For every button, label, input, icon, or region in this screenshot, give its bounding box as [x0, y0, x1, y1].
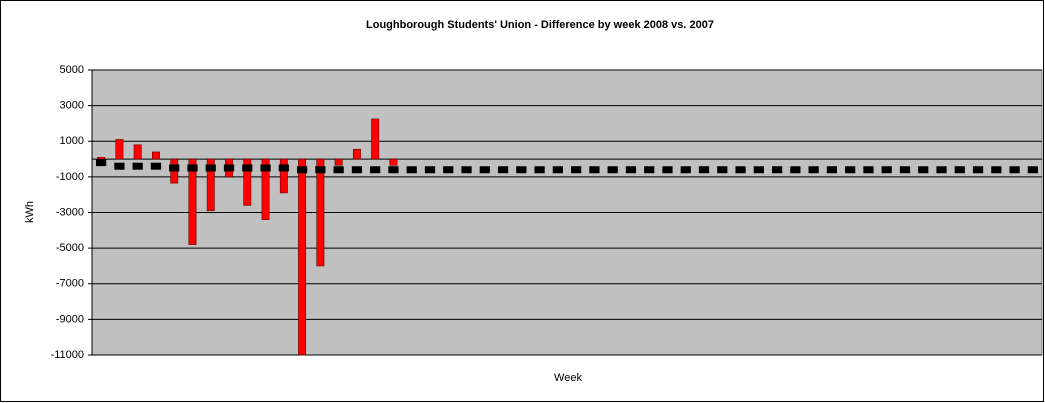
line-marker	[662, 166, 673, 174]
line-marker	[954, 166, 965, 174]
line-marker	[991, 166, 1002, 174]
line-marker	[863, 166, 874, 174]
line-marker	[735, 166, 746, 174]
line-marker	[114, 162, 125, 170]
y-tick-label: -3000	[56, 206, 84, 218]
y-tick-label: 1000	[60, 135, 84, 147]
line-marker	[644, 166, 655, 174]
line-marker	[881, 166, 892, 174]
bar	[389, 158, 398, 166]
line-marker	[516, 166, 527, 174]
x-axis-label: Week	[554, 372, 582, 384]
bar	[371, 118, 380, 160]
bar	[206, 158, 215, 212]
bar	[352, 148, 361, 160]
line-marker	[205, 164, 216, 172]
line-marker	[351, 166, 363, 174]
y-tick-label: 3000	[60, 100, 84, 112]
bar	[298, 158, 307, 356]
line-marker	[497, 166, 509, 174]
line-marker	[918, 166, 929, 174]
line-marker	[479, 166, 490, 174]
line-marker	[790, 166, 801, 174]
line-marker	[552, 166, 563, 174]
line-marker	[771, 166, 783, 174]
line-marker	[150, 162, 162, 170]
bar	[243, 158, 252, 206]
line-marker	[899, 166, 911, 174]
line-marker	[278, 164, 289, 172]
y-tick-label: -11000	[51, 349, 84, 361]
line-marker	[187, 164, 198, 172]
line-marker	[370, 166, 381, 174]
line-marker	[96, 159, 107, 167]
line-marker	[242, 164, 253, 172]
line-marker	[406, 166, 417, 174]
line-marker	[223, 164, 235, 172]
bar	[316, 158, 325, 267]
bar	[188, 158, 197, 245]
line-marker	[589, 166, 600, 174]
line-marker	[1027, 166, 1038, 174]
line-marker	[333, 166, 344, 174]
line-marker	[132, 162, 143, 170]
line-marker	[443, 166, 454, 174]
bar	[279, 158, 288, 194]
y-tick-label: -7000	[56, 278, 84, 290]
line-marker	[972, 166, 984, 174]
line-marker	[461, 166, 472, 174]
line-marker	[424, 166, 436, 174]
line-marker	[826, 166, 838, 174]
chart-title: Loughborough Students' Union - Differenc…	[366, 19, 714, 31]
bar	[115, 139, 124, 160]
y-tick-label: -5000	[56, 242, 84, 254]
bar	[261, 158, 270, 220]
line-marker	[698, 166, 710, 174]
line-marker	[680, 166, 691, 174]
y-axis-label: kWh	[24, 201, 36, 223]
line-marker	[936, 166, 947, 174]
line-marker	[753, 166, 764, 174]
line-marker	[534, 166, 545, 174]
line-marker	[808, 166, 819, 174]
line-marker	[1009, 166, 1020, 174]
line-marker	[260, 164, 271, 172]
y-tick-label: 5000	[60, 64, 84, 76]
bar	[334, 158, 343, 166]
bar	[151, 151, 160, 160]
bar	[133, 144, 142, 160]
line-marker	[607, 166, 618, 174]
line-marker	[717, 166, 728, 174]
bar	[97, 156, 106, 160]
y-tick-label: -9000	[56, 313, 84, 325]
line-marker	[296, 166, 308, 174]
line-marker	[625, 166, 637, 174]
line-marker	[388, 166, 399, 174]
line-marker	[571, 166, 582, 174]
line-marker	[169, 164, 180, 172]
y-tick-label: -1000	[56, 171, 84, 183]
line-marker	[315, 166, 326, 174]
line-marker	[845, 166, 856, 174]
